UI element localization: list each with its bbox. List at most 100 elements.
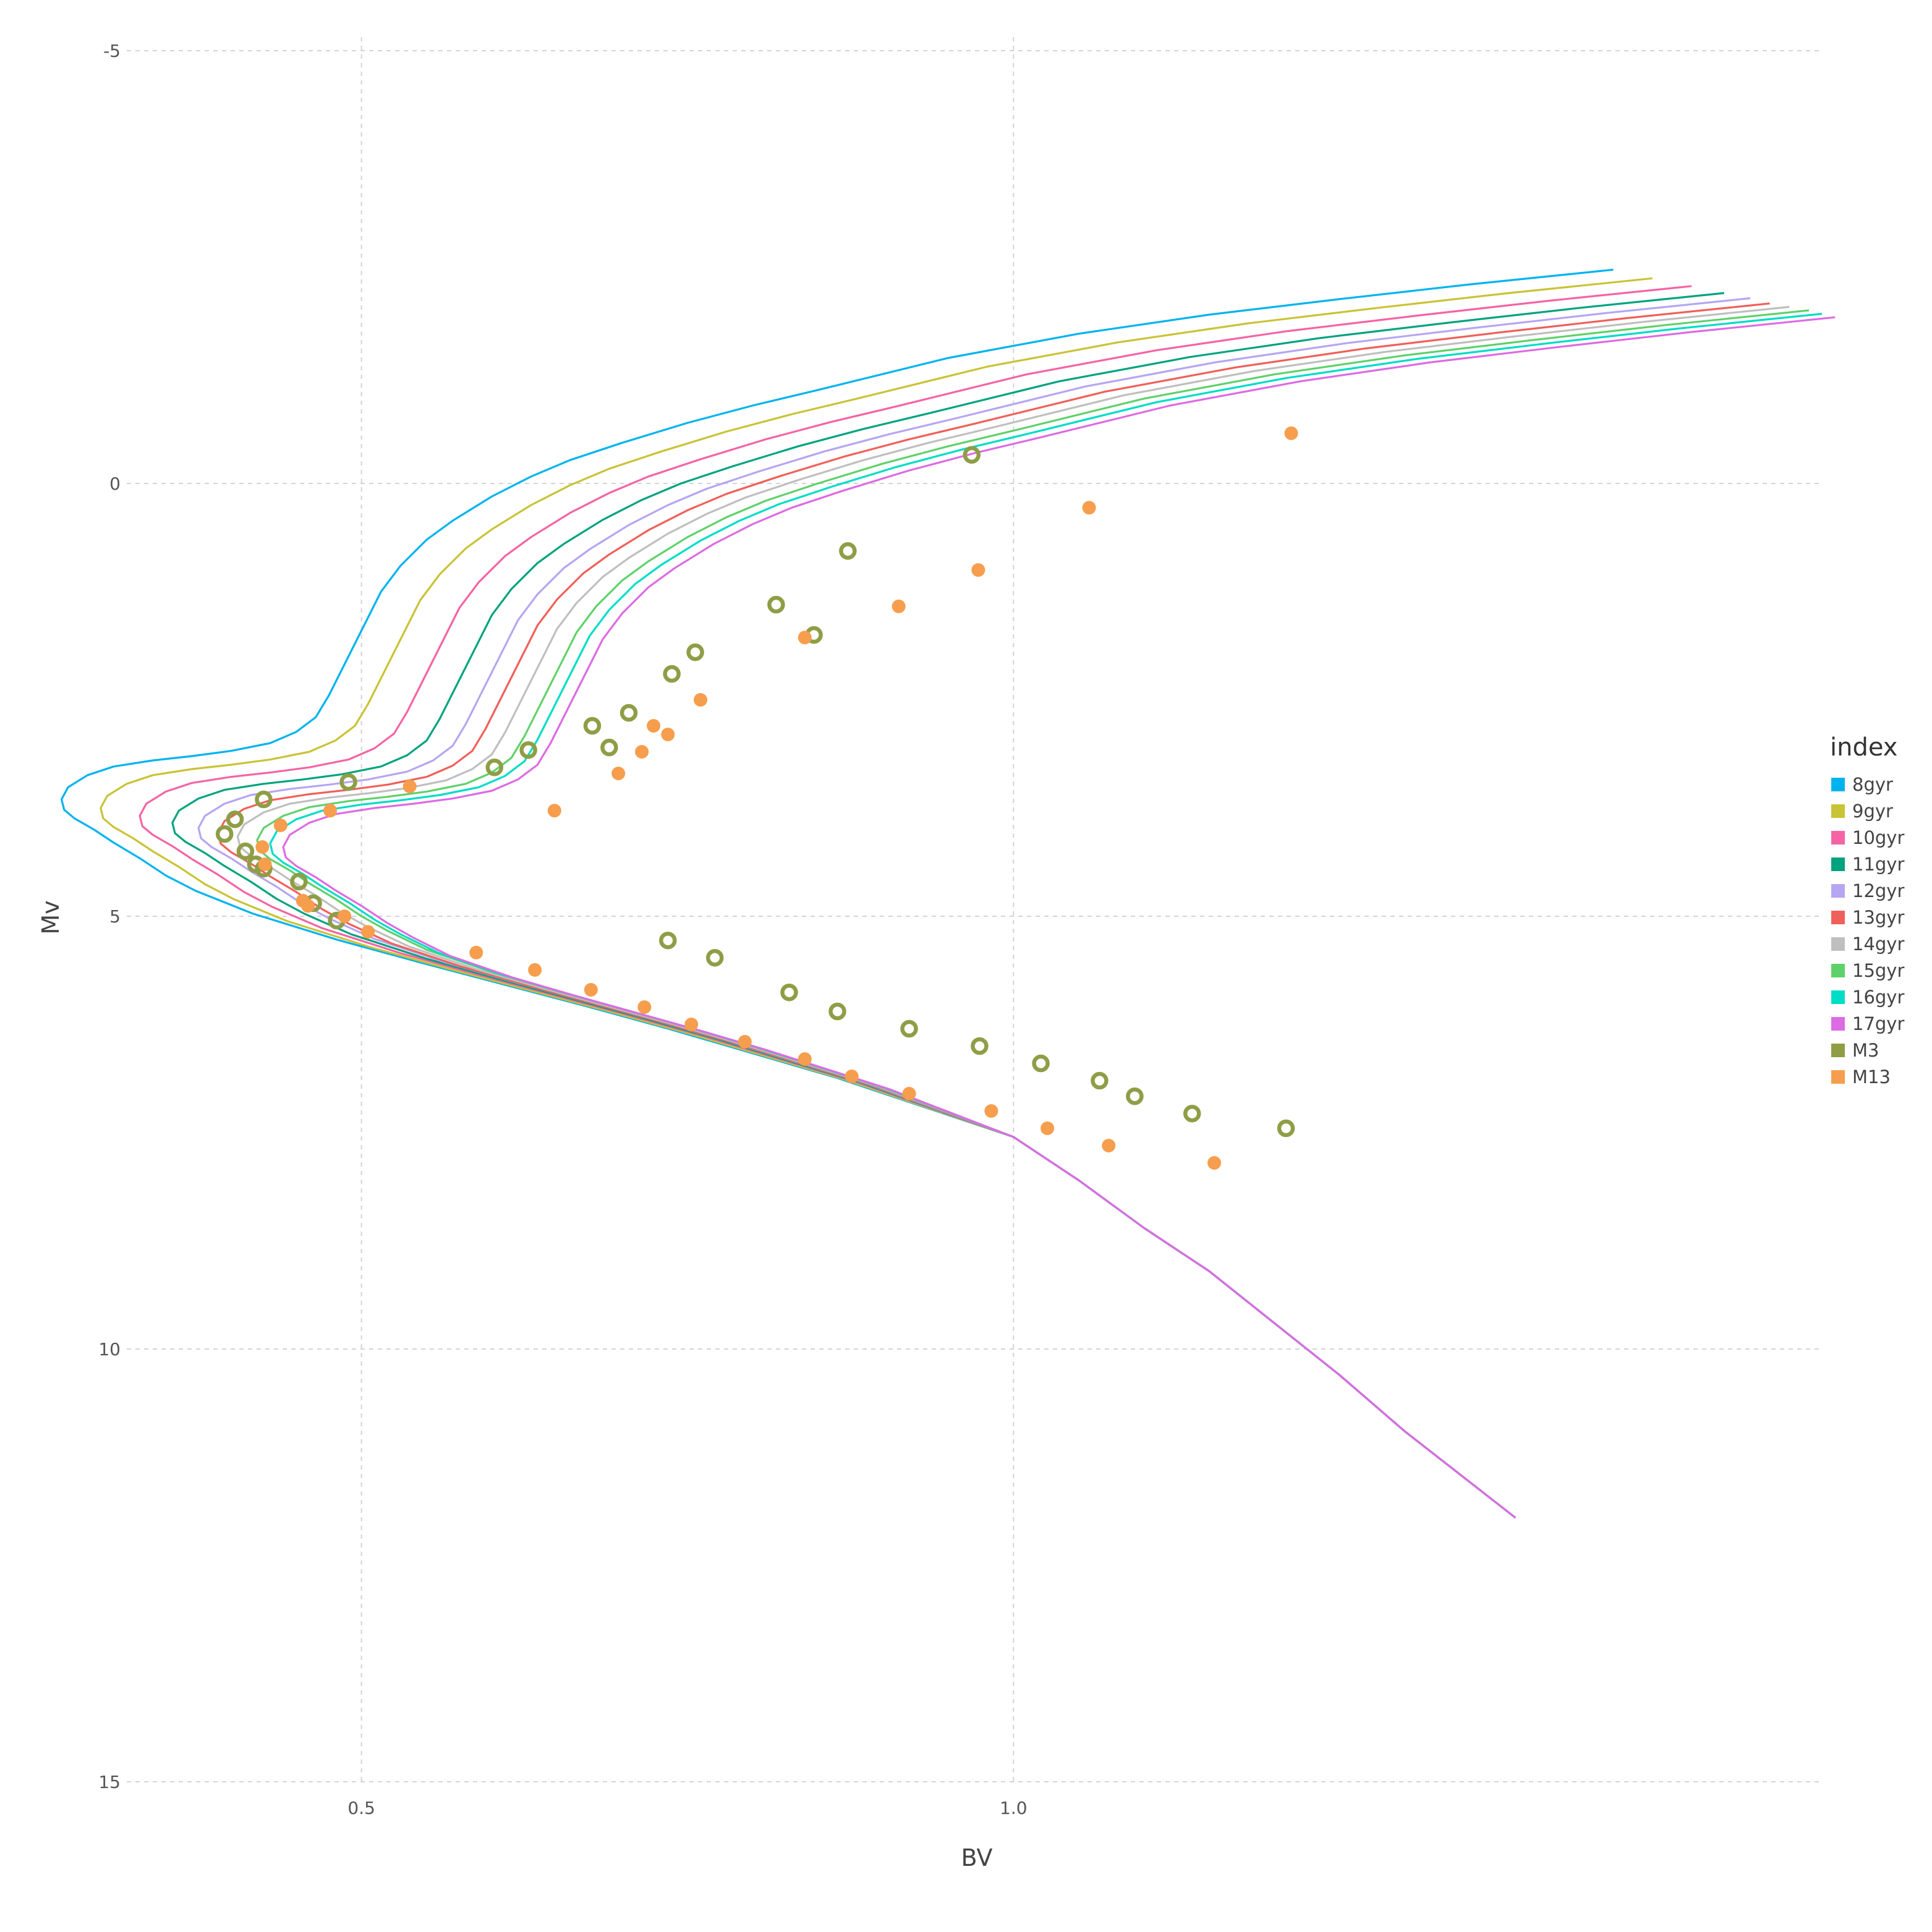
- point-M3: [780, 983, 798, 1002]
- legend-swatch-15gyr: [1831, 964, 1845, 977]
- point-M3: [215, 825, 234, 843]
- series-line-13gyr: [217, 302, 1770, 1519]
- legend-swatch-11gyr: [1831, 857, 1845, 871]
- point-M13: [694, 693, 708, 707]
- series-line-8gyr: [60, 268, 1614, 1519]
- legend-label-M3: M3: [1852, 1040, 1879, 1061]
- legend-label-11gyr: 11gyr: [1852, 854, 1904, 875]
- legend-label-9gyr: 9gyr: [1852, 801, 1893, 822]
- point-M3: [1183, 1104, 1201, 1123]
- legend-swatch-12gyr: [1831, 884, 1845, 898]
- point-M13: [892, 599, 906, 613]
- point-M3: [971, 1037, 989, 1055]
- legend-label-M13: M13: [1852, 1066, 1891, 1087]
- point-M3: [1126, 1087, 1144, 1105]
- point-M13: [273, 819, 287, 832]
- point-M3: [255, 790, 273, 809]
- point-M3: [290, 872, 308, 891]
- x-axis-title: BV: [961, 1844, 993, 1871]
- point-M13: [635, 745, 649, 759]
- legend-label-17gyr: 17gyr: [1852, 1013, 1904, 1034]
- point-M13: [584, 983, 598, 997]
- cluster-points: [215, 426, 1298, 1170]
- point-M3: [226, 810, 244, 828]
- point-M13: [1040, 1121, 1055, 1135]
- point-M13: [361, 925, 375, 939]
- legend-label-15gyr: 15gyr: [1852, 960, 1904, 981]
- point-M3: [1277, 1119, 1295, 1138]
- point-M13: [1082, 501, 1096, 515]
- series-line-12gyr: [197, 297, 1751, 1519]
- isochrone-lines: [60, 268, 1836, 1519]
- point-M13: [684, 1018, 699, 1031]
- legend-label-13gyr: 13gyr: [1852, 907, 1904, 928]
- point-M3: [485, 758, 504, 777]
- point-M3: [236, 842, 255, 861]
- legend-swatch-8gyr: [1831, 778, 1845, 791]
- point-M13: [469, 945, 483, 960]
- point-M13: [528, 963, 542, 977]
- point-M3: [900, 1019, 918, 1038]
- point-M3: [1032, 1054, 1050, 1073]
- point-M13: [637, 1000, 652, 1014]
- point-M13: [971, 563, 985, 577]
- point-M13: [738, 1035, 752, 1049]
- point-M13: [984, 1104, 998, 1118]
- axis-ticks: -5 0 5 10 15 0.5 1.0: [98, 41, 1027, 1818]
- point-M3: [1091, 1071, 1109, 1090]
- point-M3: [619, 704, 638, 722]
- y-tick-label: 0: [109, 474, 121, 494]
- point-M13: [402, 780, 417, 793]
- point-M13: [902, 1087, 916, 1100]
- y-tick-label: 10: [98, 1339, 121, 1360]
- series-line-17gyr: [282, 316, 1836, 1519]
- legend-label-14gyr: 14gyr: [1852, 934, 1904, 955]
- point-M3: [839, 542, 857, 560]
- legend-swatch-17gyr: [1831, 1017, 1845, 1031]
- point-M3: [339, 773, 357, 791]
- point-M3: [686, 643, 704, 662]
- point-M3: [583, 717, 602, 735]
- legend-title: index: [1830, 733, 1897, 762]
- point-M13: [301, 899, 315, 913]
- series-line-11gyr: [171, 292, 1724, 1519]
- grid-lines: [127, 37, 1822, 1782]
- point-M13: [323, 804, 338, 818]
- legend-label-16gyr: 16gyr: [1852, 987, 1904, 1008]
- point-M3: [519, 741, 537, 759]
- series-line-10gyr: [138, 285, 1692, 1519]
- legend-swatch-9gyr: [1831, 804, 1845, 818]
- point-M13: [661, 728, 675, 741]
- point-M3: [706, 948, 724, 967]
- point-M13: [1207, 1156, 1222, 1170]
- point-M13: [1102, 1139, 1116, 1152]
- point-M13: [798, 631, 812, 645]
- point-M13: [258, 857, 272, 871]
- point-M13: [798, 1052, 812, 1066]
- point-M13: [338, 909, 352, 923]
- legend-swatch-16gyr: [1831, 990, 1845, 1004]
- series-line-15gyr: [256, 309, 1810, 1519]
- point-M13: [1284, 426, 1298, 440]
- legend-swatch-M3: [1831, 1044, 1845, 1057]
- x-tick-label: 1.0: [1000, 1798, 1028, 1818]
- point-M13: [547, 804, 561, 818]
- point-M13: [255, 840, 270, 854]
- legend-swatch-M13: [1831, 1070, 1845, 1084]
- legend-label-8gyr: 8gyr: [1852, 774, 1893, 795]
- point-M3: [963, 446, 981, 464]
- point-M3: [663, 665, 681, 683]
- legend: index 8gyr 9gyr 10gyr 11gyr 12gyr 13gyr 14gyr 1…: [1830, 733, 1904, 1087]
- legend-swatch-10gyr: [1831, 831, 1845, 845]
- y-axis-title: Mv: [37, 900, 64, 934]
- point-M13: [647, 719, 661, 733]
- point-M13: [845, 1070, 859, 1083]
- legend-swatch-14gyr: [1831, 937, 1845, 951]
- legend-label-12gyr: 12gyr: [1852, 880, 1904, 901]
- point-M13: [611, 767, 626, 780]
- y-tick-label: -5: [103, 41, 121, 61]
- y-tick-label: 5: [109, 906, 121, 927]
- y-tick-label: 15: [98, 1772, 121, 1792]
- point-M3: [828, 1002, 846, 1021]
